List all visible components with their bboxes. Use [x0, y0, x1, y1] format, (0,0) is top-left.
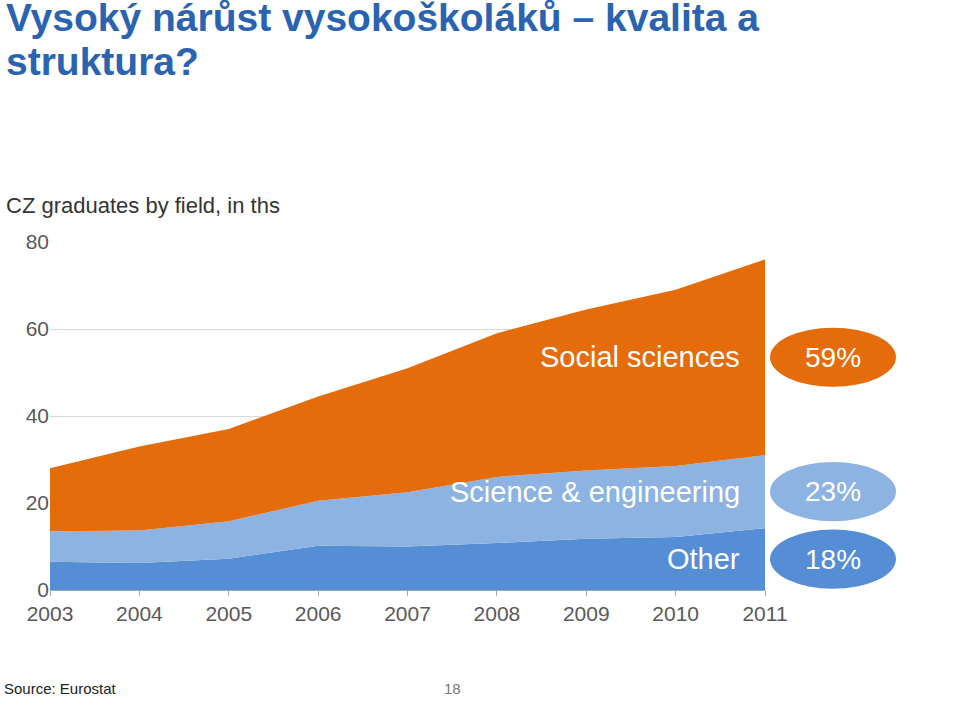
- svg-text:59%: 59%: [805, 342, 861, 373]
- svg-text:2011: 2011: [742, 602, 787, 625]
- svg-text:2005: 2005: [205, 602, 252, 625]
- html-text:18: 18: [444, 680, 461, 697]
- svg-text:80: 80: [26, 230, 49, 253]
- svg-text:40: 40: [26, 404, 49, 427]
- svg-text:0: 0: [37, 578, 49, 601]
- svg-text:Other: Other: [667, 543, 740, 575]
- svg-text:2003: 2003: [27, 602, 74, 625]
- svg-text:Science & engineering: Science & engineering: [450, 476, 740, 508]
- svg-text:2007: 2007: [384, 602, 431, 625]
- svg-text:2006: 2006: [295, 602, 342, 625]
- svg-text:18%: 18%: [805, 544, 861, 575]
- svg-text:60: 60: [26, 317, 49, 340]
- svg-text:20: 20: [26, 491, 49, 514]
- svg-text:2010: 2010: [652, 602, 699, 625]
- html-text:Source: Eurostat: Source: Eurostat: [4, 680, 116, 697]
- svg-text:23%: 23%: [805, 476, 861, 507]
- svg-text:2004: 2004: [116, 602, 163, 625]
- svg-text:Social sciences: Social sciences: [540, 341, 740, 373]
- svg-text:2009: 2009: [563, 602, 610, 625]
- html-text:CZ graduates by field, in ths: CZ graduates by field, in ths: [6, 193, 280, 218]
- svg-text:2008: 2008: [474, 602, 521, 625]
